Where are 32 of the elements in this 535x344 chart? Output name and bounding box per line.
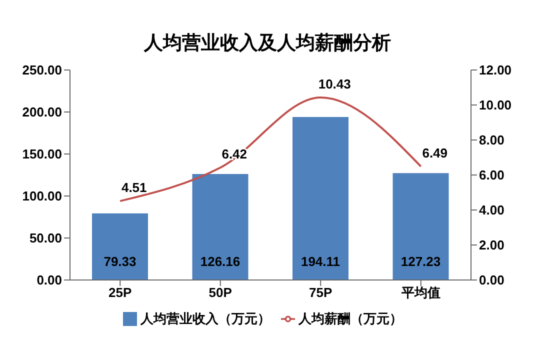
bar (92, 213, 148, 280)
x-tick-label: 平均值 (400, 285, 440, 300)
legend-label: 人均薪酬（万元） (298, 311, 402, 326)
data-label: 10.43 (318, 76, 351, 92)
x-tick-label: 75P (309, 285, 333, 300)
y-tick-label: 0.00 (36, 272, 62, 288)
y2-tick-label: 10.00 (479, 98, 512, 113)
bar (392, 173, 449, 280)
y2-tick-label: 4.00 (479, 202, 504, 218)
legend-label: 人均营业收入（万元） (140, 311, 270, 326)
y-tick-label: 50.00 (29, 230, 62, 246)
data-label: 79.33 (104, 254, 136, 269)
x-tick-label: 50P (208, 285, 232, 300)
data-label: 127.23 (400, 254, 441, 269)
y2-tick-label: 2.00 (479, 238, 504, 253)
y2-tick-label: 0.00 (479, 272, 504, 288)
data-label: 6.49 (422, 145, 448, 160)
bar (192, 174, 248, 280)
y-tick-label: 200.00 (22, 104, 62, 120)
bar (292, 116, 348, 280)
line-series (119, 96, 422, 202)
y2-tick-label: 12.00 (479, 62, 512, 78)
data-label: 4.51 (121, 180, 147, 196)
x-tick-label: 25P (108, 285, 132, 300)
y-tick-label: 150.00 (22, 146, 62, 162)
data-label: 194.11 (300, 254, 340, 269)
chart-title: 人均营业收入及人均薪酬分析 (142, 31, 392, 56)
y2-tick-label: 6.00 (479, 168, 504, 183)
data-label: 126.16 (200, 254, 240, 269)
y2-tick-label: 8.00 (479, 132, 504, 148)
y-tick-label: 250.00 (22, 62, 62, 78)
y-tick-label: 100.00 (22, 188, 62, 204)
